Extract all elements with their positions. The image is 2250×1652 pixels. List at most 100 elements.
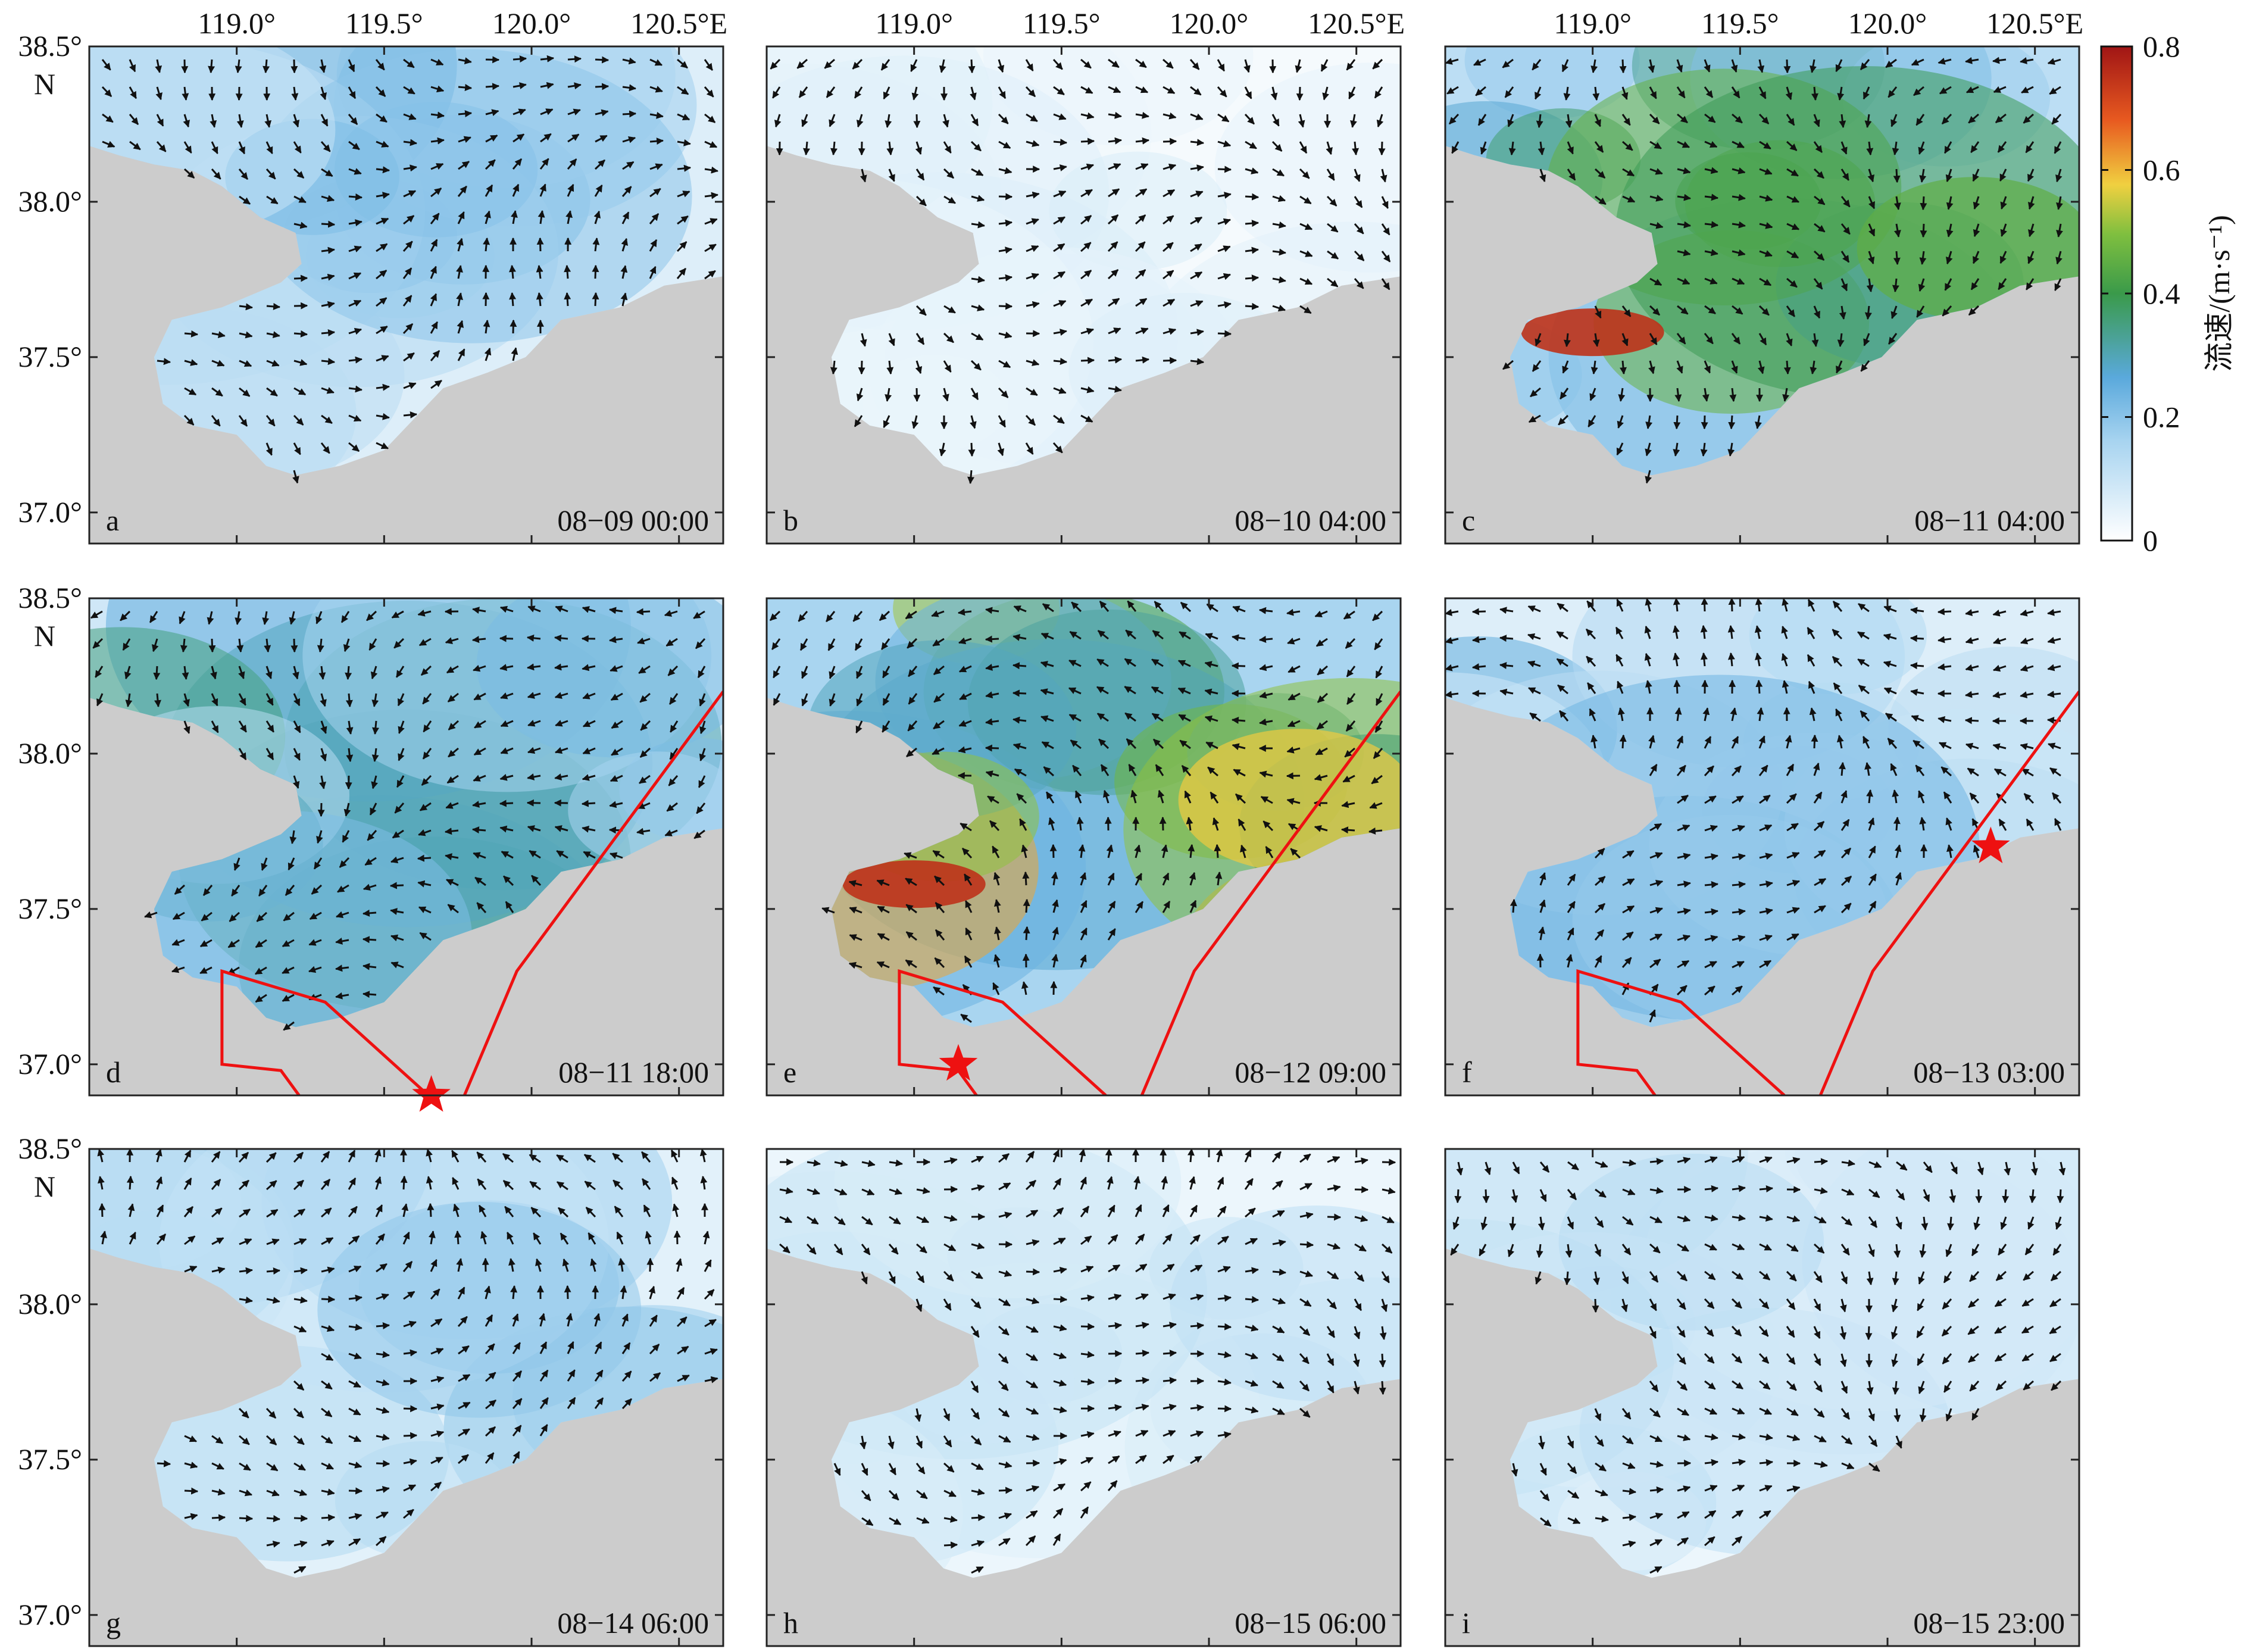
current-arrow <box>376 166 390 174</box>
current-arrow <box>1965 86 1979 93</box>
current-arrow <box>348 140 360 151</box>
current-arrow <box>372 720 379 735</box>
current-arrow <box>622 136 636 143</box>
current-arrow <box>266 302 281 310</box>
current-arrow <box>620 265 628 279</box>
current-arrow <box>1594 168 1606 179</box>
current-arrow <box>2057 1189 2064 1204</box>
current-arrow <box>592 292 599 307</box>
current-arrow <box>1135 214 1146 225</box>
current-arrow <box>856 388 864 402</box>
current-arrow <box>1299 1241 1314 1248</box>
current-arrow <box>211 168 221 180</box>
current-arrow <box>1649 86 1657 99</box>
current-arrow <box>649 188 661 198</box>
current-arrow <box>1811 734 1818 749</box>
current-arrow <box>1049 844 1057 858</box>
current-arrow <box>796 58 808 69</box>
current-arrow <box>998 219 1013 227</box>
current-arrow <box>239 303 253 311</box>
current-arrow <box>998 86 1007 99</box>
current-arrow <box>1217 218 1232 226</box>
current-arrow <box>1732 167 1746 174</box>
current-arrow <box>1783 360 1791 375</box>
current-arrow <box>824 58 835 69</box>
lat-tick-label: 37.0° <box>18 1047 83 1080</box>
current-arrow <box>1080 298 1093 307</box>
current-arrow <box>456 292 463 307</box>
current-arrow <box>676 267 687 279</box>
current-arrow <box>1187 1149 1195 1163</box>
current-arrow <box>1108 327 1121 335</box>
current-arrow <box>829 114 836 127</box>
current-arrow <box>292 470 299 484</box>
current-arrow <box>1245 167 1259 174</box>
current-arrow <box>1860 59 1870 70</box>
current-arrow <box>376 270 388 280</box>
current-arrow <box>1730 59 1738 73</box>
current-arrow <box>265 168 276 180</box>
current-arrow <box>2028 223 2035 238</box>
current-arrow <box>1941 113 1952 125</box>
current-arrow <box>567 55 582 63</box>
current-arrow <box>1704 140 1718 148</box>
current-arrow <box>1704 249 1718 257</box>
current-arrow <box>239 360 252 367</box>
current-arrow <box>677 139 691 146</box>
current-arrow <box>1053 243 1065 252</box>
current-arrow <box>1320 59 1329 72</box>
current-arrow <box>704 140 718 148</box>
current-arrow <box>454 1230 462 1245</box>
current-arrow <box>998 246 1012 254</box>
current-arrow <box>1162 1350 1177 1357</box>
current-arrow <box>1376 114 1384 128</box>
current-arrow <box>485 184 493 197</box>
current-arrow <box>235 86 243 101</box>
current-arrow <box>1995 113 2007 124</box>
current-arrow <box>998 387 1009 398</box>
lat-hemisphere-label: N <box>34 67 55 101</box>
current-arrow <box>430 58 444 65</box>
current-arrow <box>1080 414 1093 423</box>
current-arrow <box>592 264 599 279</box>
current-arrow <box>1649 221 1664 229</box>
current-arrow <box>320 442 330 454</box>
current-arrow <box>1299 195 1312 205</box>
current-arrow <box>677 113 690 121</box>
current-arrow <box>499 635 514 642</box>
current-arrow <box>1026 191 1040 199</box>
current-arrow <box>942 388 949 402</box>
current-arrow <box>376 355 389 362</box>
current-arrow <box>1755 679 1763 694</box>
current-arrow <box>998 193 1013 201</box>
colorbar-tick-label: 0.2 <box>2143 401 2180 434</box>
current-arrow <box>1648 59 1655 73</box>
current-arrow <box>1677 193 1691 201</box>
current-arrow <box>1502 58 1514 68</box>
current-arrow <box>852 58 863 70</box>
current-arrow <box>1135 298 1148 307</box>
current-arrow <box>1217 140 1232 148</box>
panel-time: 08−13 03:00 <box>1913 1055 2065 1089</box>
current-arrow <box>854 86 863 99</box>
current-arrow <box>211 141 218 154</box>
current-arrow <box>1840 196 1851 208</box>
current-arrow <box>704 243 717 252</box>
current-arrow <box>970 114 979 127</box>
current-arrow <box>1026 245 1039 252</box>
current-arrow <box>1190 191 1204 198</box>
current-arrow <box>1704 113 1716 123</box>
current-arrow <box>998 113 1009 124</box>
current-arrow <box>1354 196 1363 208</box>
current-arrow <box>1919 251 1927 265</box>
current-arrow <box>155 59 162 73</box>
current-arrow <box>1346 59 1356 71</box>
current-arrow <box>704 192 718 199</box>
current-arrow <box>1732 193 1746 201</box>
current-arrow <box>1732 249 1746 257</box>
current-arrow <box>211 360 225 367</box>
current-arrow <box>998 140 1011 149</box>
current-arrow <box>1939 86 1952 95</box>
current-arrow <box>126 1175 134 1190</box>
lat-tick-label: 37.0° <box>18 495 83 529</box>
